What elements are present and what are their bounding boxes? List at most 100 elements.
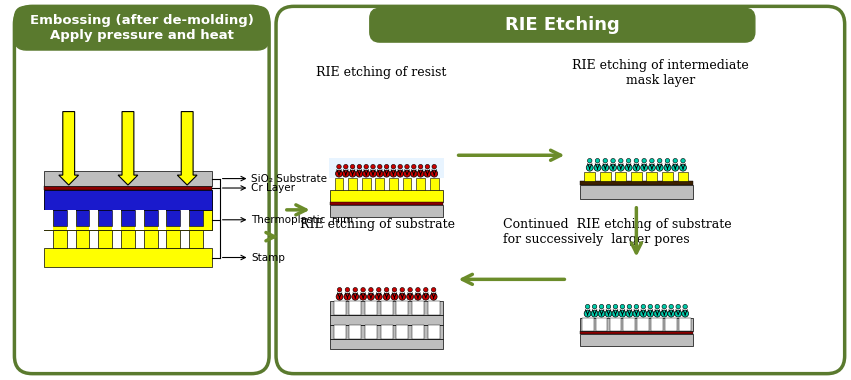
Bar bbox=[330, 339, 443, 349]
Circle shape bbox=[414, 293, 421, 300]
Bar bbox=[328, 158, 444, 178]
Bar bbox=[144, 230, 157, 248]
Bar bbox=[121, 210, 134, 226]
Bar bbox=[580, 181, 693, 185]
Circle shape bbox=[602, 164, 608, 171]
Bar bbox=[99, 210, 112, 226]
Text: Thermoplastic  Film: Thermoplastic Film bbox=[251, 215, 353, 225]
Circle shape bbox=[660, 310, 668, 317]
Circle shape bbox=[363, 170, 369, 177]
Circle shape bbox=[633, 310, 640, 317]
Circle shape bbox=[612, 310, 619, 317]
Circle shape bbox=[419, 165, 423, 169]
Circle shape bbox=[346, 288, 350, 292]
Bar bbox=[397, 325, 408, 339]
Text: Cr Layer: Cr Layer bbox=[251, 183, 295, 193]
Circle shape bbox=[344, 165, 348, 169]
Circle shape bbox=[412, 165, 416, 169]
Circle shape bbox=[392, 288, 397, 292]
Circle shape bbox=[680, 164, 687, 171]
Circle shape bbox=[647, 310, 654, 317]
Bar bbox=[375, 178, 385, 190]
Circle shape bbox=[625, 164, 632, 171]
Bar bbox=[44, 210, 53, 230]
Bar bbox=[180, 210, 189, 226]
Bar bbox=[631, 172, 642, 181]
Bar bbox=[662, 172, 673, 181]
Bar bbox=[624, 318, 636, 331]
Bar bbox=[53, 230, 66, 248]
Circle shape bbox=[676, 304, 681, 309]
Bar bbox=[121, 210, 134, 226]
Circle shape bbox=[682, 310, 688, 317]
Circle shape bbox=[336, 293, 343, 300]
Bar bbox=[365, 325, 377, 339]
Bar bbox=[349, 325, 361, 339]
Circle shape bbox=[606, 304, 611, 309]
Bar bbox=[334, 325, 346, 339]
Circle shape bbox=[619, 310, 625, 317]
Circle shape bbox=[592, 304, 597, 309]
Circle shape bbox=[681, 158, 685, 163]
Circle shape bbox=[337, 288, 342, 292]
Circle shape bbox=[398, 165, 403, 169]
Bar bbox=[44, 210, 53, 226]
Circle shape bbox=[424, 288, 428, 292]
Text: Embossing (after de-molding)
Apply pressure and heat: Embossing (after de-molding) Apply press… bbox=[30, 14, 254, 42]
Bar bbox=[180, 210, 189, 230]
Circle shape bbox=[397, 170, 403, 177]
Circle shape bbox=[342, 170, 349, 177]
Circle shape bbox=[399, 293, 406, 300]
Bar bbox=[112, 210, 121, 230]
Bar bbox=[53, 210, 66, 226]
Circle shape bbox=[351, 165, 355, 169]
Bar bbox=[66, 210, 76, 230]
Circle shape bbox=[360, 293, 367, 300]
Bar bbox=[334, 301, 346, 315]
Bar bbox=[428, 325, 439, 339]
Circle shape bbox=[364, 165, 368, 169]
Circle shape bbox=[344, 293, 351, 300]
Circle shape bbox=[591, 310, 598, 317]
Bar bbox=[365, 301, 377, 315]
Circle shape bbox=[390, 170, 397, 177]
Bar bbox=[167, 210, 180, 226]
Bar bbox=[647, 172, 657, 181]
Circle shape bbox=[375, 293, 382, 300]
Bar bbox=[651, 318, 663, 331]
Circle shape bbox=[641, 164, 648, 171]
Circle shape bbox=[391, 165, 396, 169]
Bar bbox=[112, 210, 121, 226]
Circle shape bbox=[656, 164, 663, 171]
Circle shape bbox=[627, 304, 631, 309]
Circle shape bbox=[617, 164, 625, 171]
Bar bbox=[121, 230, 134, 248]
Circle shape bbox=[673, 158, 677, 163]
Circle shape bbox=[385, 165, 389, 169]
Bar bbox=[349, 301, 361, 315]
Circle shape bbox=[626, 310, 633, 317]
Bar bbox=[99, 210, 112, 226]
Bar bbox=[580, 318, 693, 331]
Circle shape bbox=[408, 288, 413, 292]
Circle shape bbox=[586, 164, 593, 171]
Bar bbox=[76, 210, 89, 226]
Bar bbox=[380, 301, 392, 315]
Circle shape bbox=[649, 158, 654, 163]
Bar bbox=[430, 178, 438, 190]
Bar bbox=[330, 205, 443, 217]
Bar bbox=[157, 210, 167, 226]
Bar bbox=[334, 178, 344, 190]
Bar bbox=[99, 230, 112, 248]
Bar bbox=[144, 210, 157, 226]
Circle shape bbox=[614, 304, 618, 309]
Circle shape bbox=[620, 304, 625, 309]
Bar bbox=[167, 210, 180, 226]
Circle shape bbox=[385, 288, 389, 292]
Circle shape bbox=[426, 165, 430, 169]
Bar bbox=[580, 185, 693, 199]
Circle shape bbox=[655, 304, 660, 309]
Bar bbox=[53, 210, 66, 226]
Bar bbox=[76, 230, 89, 248]
Circle shape bbox=[587, 158, 592, 163]
